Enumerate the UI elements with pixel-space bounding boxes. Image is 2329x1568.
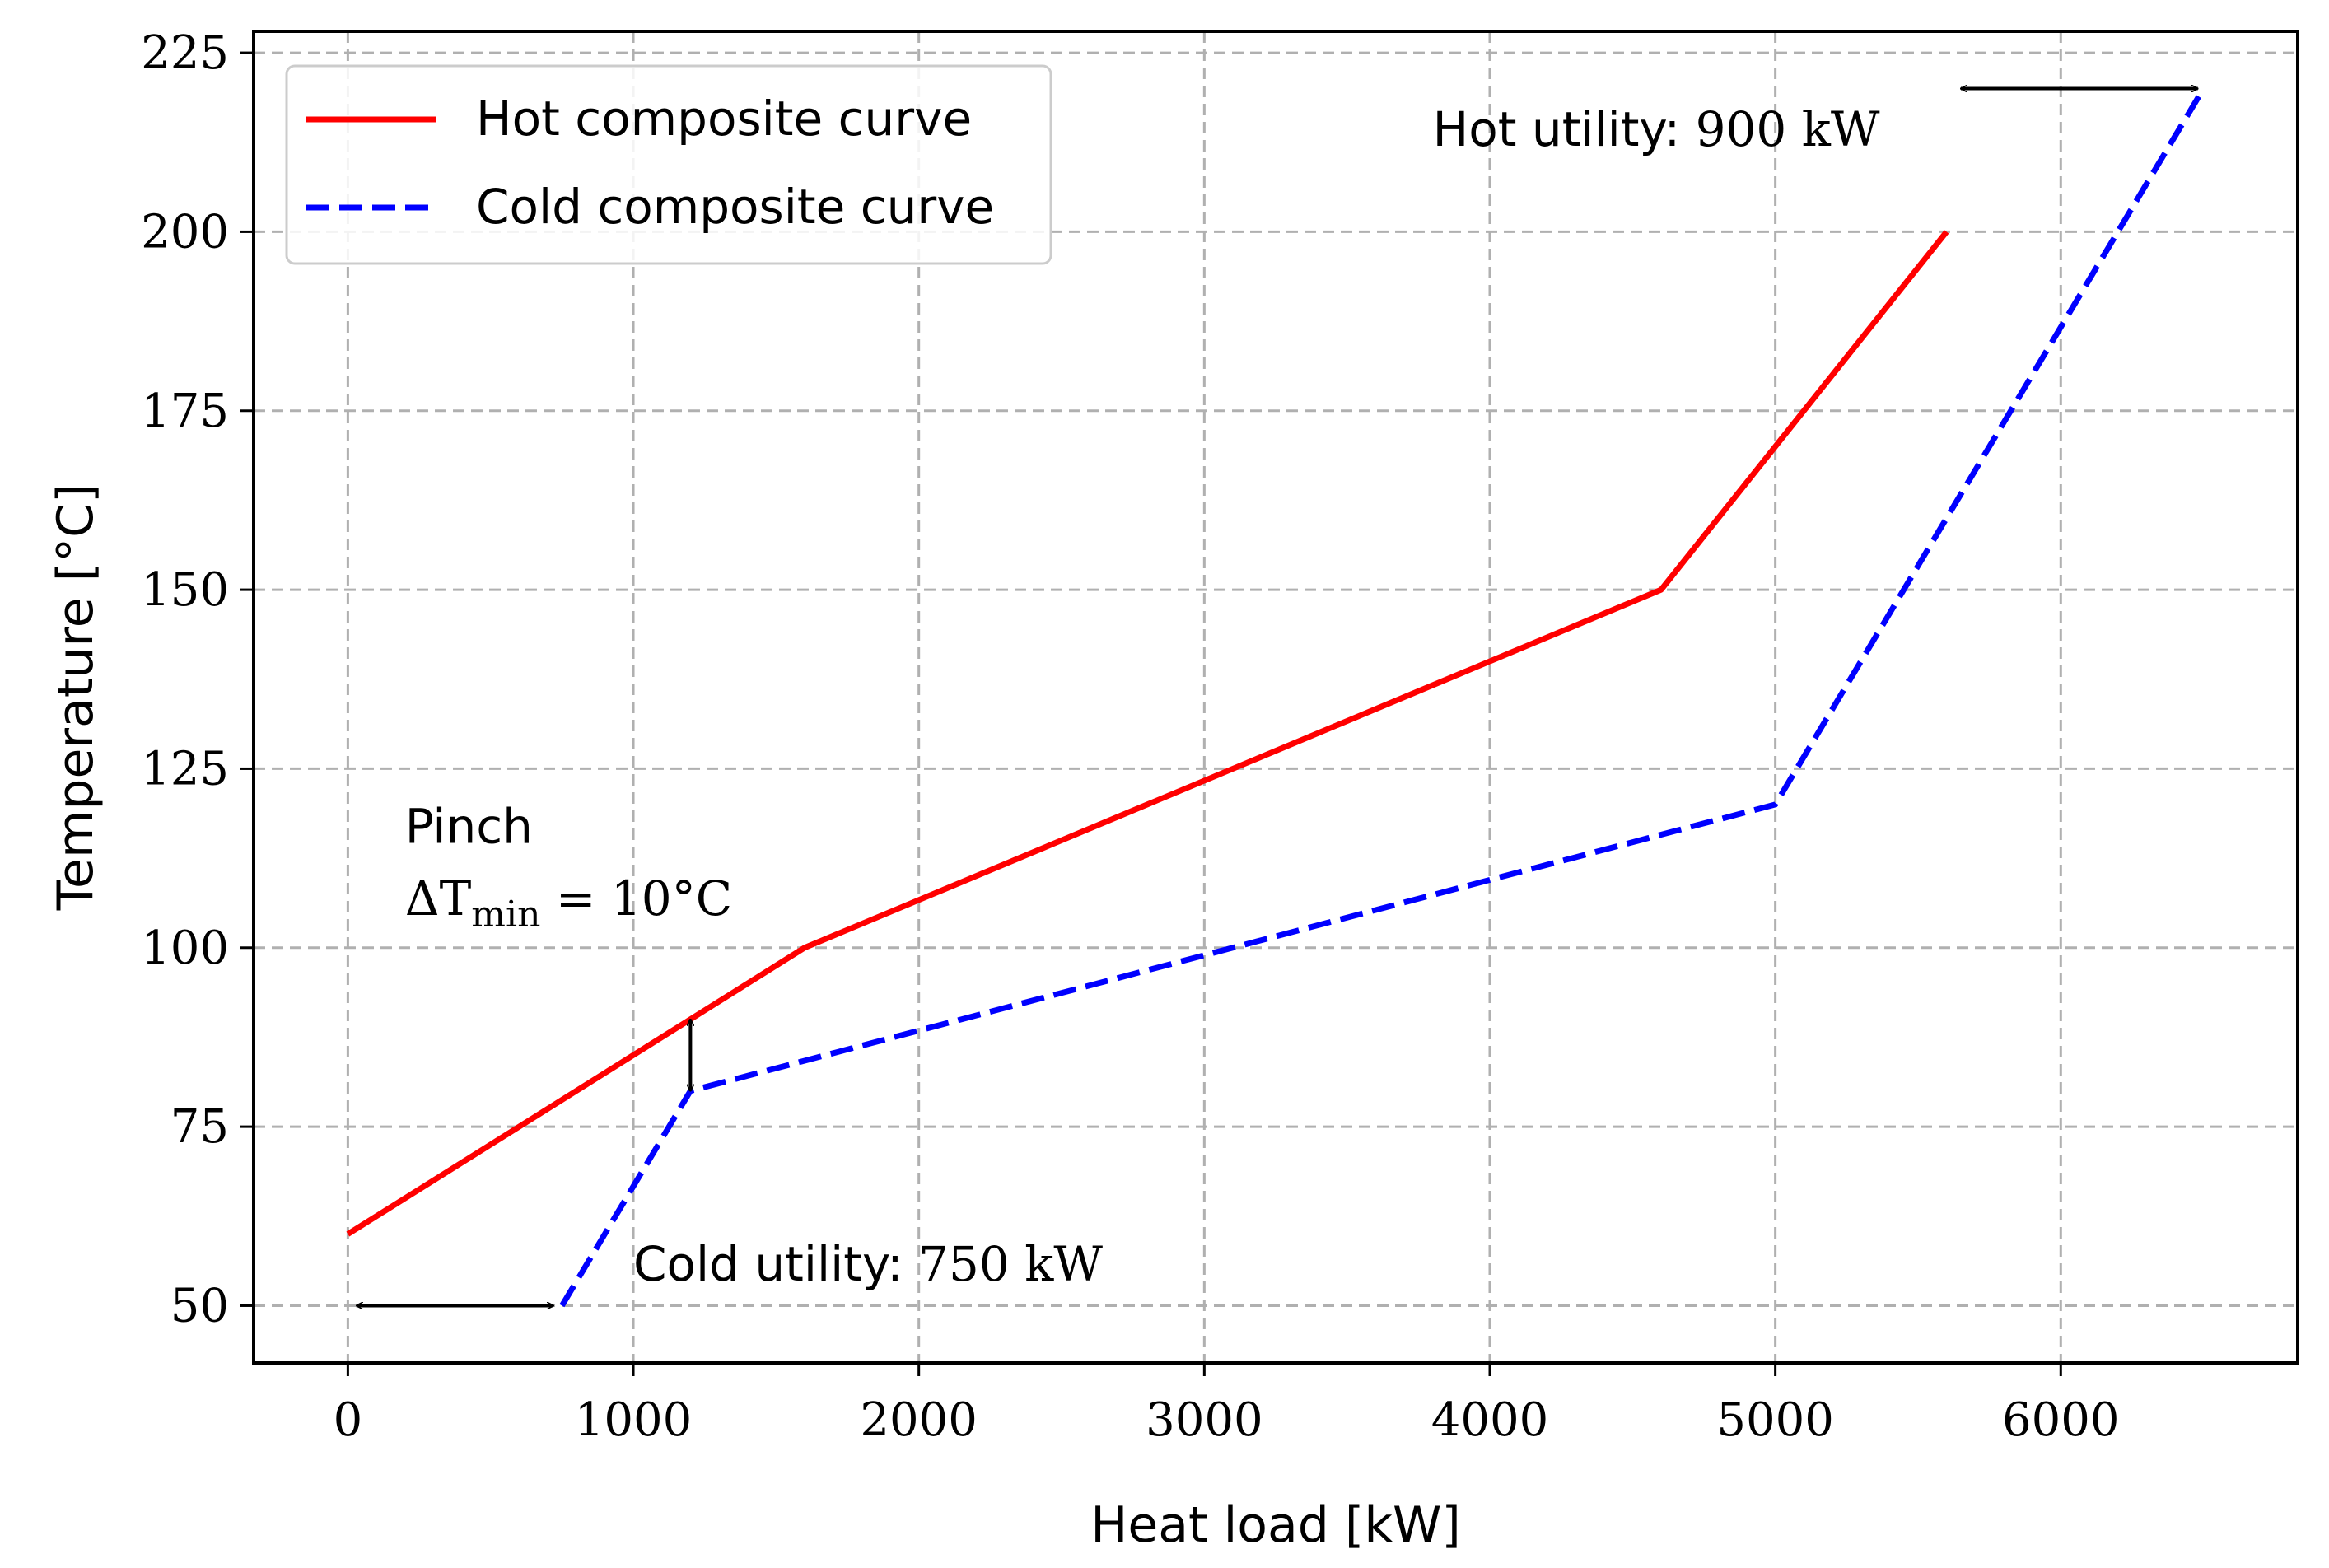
x-tick-label: 0 — [334, 1393, 363, 1447]
legend-box — [285, 64, 1052, 265]
y-tick-label: 100 — [141, 922, 229, 975]
x-tick-label: 3000 — [1146, 1393, 1263, 1447]
hot-utility-prefix: Hot utility: — [1433, 101, 1696, 157]
x-tick-label: 1000 — [575, 1393, 693, 1447]
cold-utility-annotation: Cold utility: 750 kW — [633, 1236, 1103, 1292]
legend-hot-label: Hot composite curve — [476, 91, 972, 147]
arrow-layer — [357, 89, 2198, 1306]
pinch-value: = 10°C — [540, 870, 732, 926]
y-tick-label: 50 — [170, 1279, 229, 1332]
y-tick-label: 125 — [141, 742, 229, 796]
pinch-title-annotation: Pinch — [405, 798, 533, 854]
grid-layer — [254, 31, 2298, 1363]
hot-utility-annotation: Hot utility: 900 kW — [1433, 101, 1880, 157]
legend: Hot composite curve Cold composite curve — [285, 64, 1052, 265]
x-tick-label: 4000 — [1431, 1393, 1549, 1447]
pinch-label: ΔT — [405, 870, 472, 926]
series-layer — [346, 86, 2206, 1308]
y-tick-label: 175 — [141, 385, 229, 438]
y-tick-label: 200 — [141, 205, 229, 259]
cold-utility-prefix: Cold utility: — [633, 1236, 918, 1292]
cold-utility-value: 750 kW — [918, 1236, 1103, 1292]
hot-utility-value: 900 kW — [1696, 101, 1880, 157]
x-tick-label: 2000 — [860, 1393, 978, 1447]
pinch-formula-annotation: ΔTmin = 10°C — [405, 870, 732, 936]
legend-cold-label: Cold composite curve — [476, 179, 994, 235]
tick-layer: 0 1000 2000 3000 4000 5000 6000 50 75 100 125 150 17… — [141, 26, 2119, 1447]
x-tick-label: 6000 — [2002, 1393, 2120, 1447]
y-tick-label: 225 — [141, 26, 229, 80]
y-tick-label: 150 — [141, 563, 229, 617]
x-tick-label: 5000 — [1716, 1393, 1834, 1447]
y-tick-label: 75 — [170, 1100, 229, 1154]
pinch-subscript: min — [471, 894, 540, 936]
cold-composite-curve — [559, 86, 2206, 1308]
y-axis-label: Temperature [°C] — [47, 484, 105, 912]
plot-frame — [252, 30, 2299, 1365]
hot-composite-curve — [346, 230, 1949, 1237]
x-axis-label: Heat load [kW] — [1090, 1496, 1461, 1554]
